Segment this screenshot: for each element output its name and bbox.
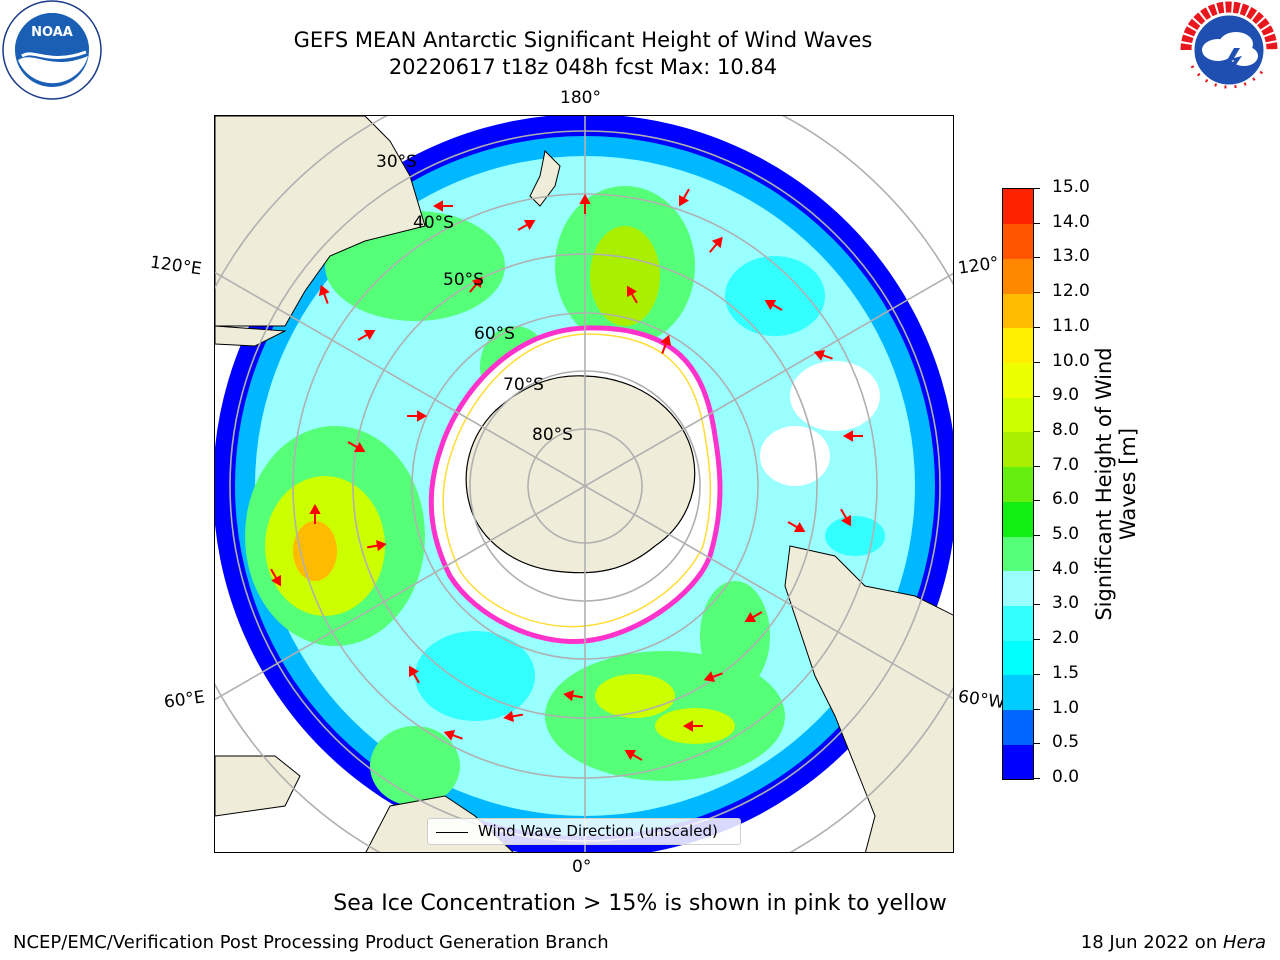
colorbar-tick-label: 0.5 [1052,732,1080,753]
lon-label-120w: 120° [956,253,1001,279]
colorbar-tick-mark [1034,257,1040,259]
lat-label-70s: 70°S [503,375,544,395]
footer-date: 18 Jun 2022 on Hera [1081,932,1266,953]
lat-label-30s: 30°S [376,152,417,172]
sea-ice-caption: Sea Ice Concentration > 15% is shown in … [333,891,947,916]
colorbar-tick-label: 14.0 [1052,211,1090,232]
map-panel [214,115,954,853]
lon-label-120e: 120°E [148,252,203,280]
noaa-logo: NOAA [0,0,104,100]
legend-line-icon [436,832,468,833]
colorbar-tick-mark [1034,465,1040,467]
footer-branch: NCEP/EMC/Verification Post Processing Pr… [13,932,609,953]
colorbar-tick-label: 12.0 [1052,281,1090,302]
colorbar-tick-mark [1034,361,1040,363]
colorbar [1002,188,1034,780]
colorbar-cell [1003,293,1033,329]
footer-date-text: 18 Jun 2022 on [1080,932,1223,953]
colorbar-cell [1003,744,1033,780]
colorbar-cell [1003,189,1033,225]
map-legend: Wind Wave Direction (unscaled) [427,818,741,845]
colorbar-tick-mark [1034,326,1040,328]
colorbar-tick-mark [1034,639,1040,641]
colorbar-tick-label: 6.0 [1052,489,1080,510]
colorbar-tick-label: 5.0 [1052,524,1080,545]
title-line-2: 20220617 t18z 048h fcst Max: 10.84 [388,55,778,79]
colorbar-tick-label: 15.0 [1052,177,1090,197]
colorbar-cell [1003,466,1033,502]
colorbar-tick-label: 13.0 [1052,246,1090,267]
title-line-1: GEFS MEAN Antarctic Significant Height o… [293,28,873,52]
colorbar-tick-mark [1034,604,1040,606]
colorbar-tick-mark [1034,500,1040,502]
colorbar-label: Significant Height of Wind Waves [m] [1092,347,1140,621]
colorbar-tick-label: 1.0 [1052,697,1080,718]
lon-label-60w: 60°W [956,686,1007,714]
colorbar-cell [1003,223,1033,259]
colorbar-tick-label: 1.5 [1052,662,1080,683]
colorbar-cell [1003,431,1033,468]
colorbar-cell [1003,362,1033,398]
colorbar-cell [1003,605,1033,641]
lat-label-60s: 60°S [474,324,515,344]
colorbar-tick-label: 7.0 [1052,454,1080,475]
colorbar-cell [1003,709,1033,745]
colorbar-tick-mark [1034,292,1040,294]
colorbar-tick-label: 2.0 [1052,628,1080,649]
colorbar-tick-label: 11.0 [1052,315,1090,336]
nws-logo [1178,0,1280,100]
legend-label: Wind Wave Direction (unscaled) [478,822,718,840]
footer-system: Hera [1222,932,1266,953]
colorbar-cell [1003,570,1033,606]
lat-label-80s: 80°S [532,425,573,445]
colorbar-tick-label: 8.0 [1052,419,1080,440]
colorbar-tick-label: 10.0 [1052,350,1090,371]
colorbar-tick-mark [1034,708,1040,710]
colorbar-tick-mark [1034,743,1040,745]
colorbar-tick-label: 0.0 [1052,767,1080,787]
colorbar-tick-mark [1034,535,1040,537]
lat-label-40s: 40°S [413,213,454,233]
colorbar-tick-mark [1034,569,1040,571]
wind-arrows [270,188,863,761]
colorbar-tick-mark [1034,188,1040,189]
colorbar-cell [1003,674,1033,711]
colorbar-tick-label: 4.0 [1052,558,1080,579]
colorbar-cell [1003,640,1033,676]
colorbar-cell [1003,501,1033,537]
colorbar-tick-mark [1034,430,1040,432]
colorbar-cell [1003,258,1033,294]
lon-label-60e: 60°E [162,687,207,713]
noaa-logo-text: NOAA [31,25,73,40]
antarctica-land [465,375,696,574]
colorbar-cell [1003,397,1033,433]
colorbar-tick-mark [1034,673,1040,675]
lon-label-180: 180° [560,88,601,108]
colorbar-cell [1003,536,1033,572]
lat-label-50s: 50°S [443,270,484,290]
colorbar-cell [1003,327,1033,364]
lon-label-0: 0° [572,857,592,877]
colorbar-tick-mark [1034,778,1040,779]
graticule [215,116,953,852]
colorbar-tick-mark [1034,222,1040,224]
colorbar-tick-label: 3.0 [1052,593,1080,614]
colorbar-tick-label: 9.0 [1052,385,1080,406]
colorbar-tick-mark [1034,396,1040,398]
